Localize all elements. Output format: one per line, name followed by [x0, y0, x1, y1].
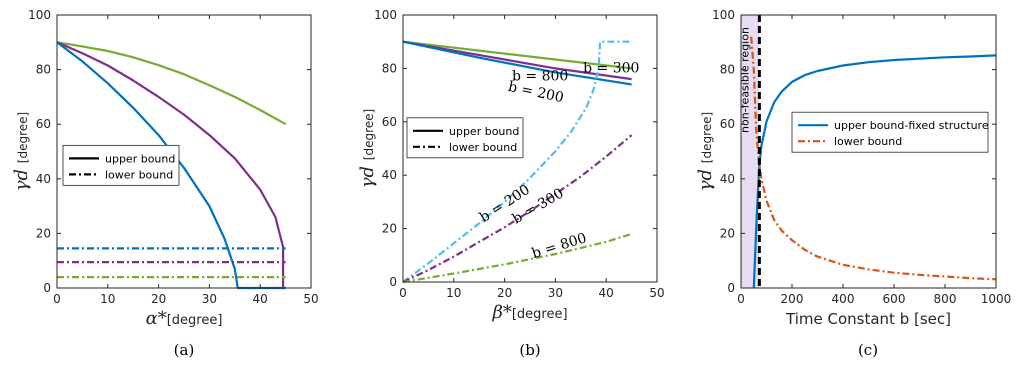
- x-tick-label: 0: [399, 286, 407, 300]
- y-tick-label: 80: [720, 63, 735, 77]
- y-tick-label: 80: [36, 63, 51, 77]
- series-line-6: [402, 232, 632, 284]
- y-tick-label: 20: [382, 222, 397, 236]
- axes-box: [740, 14, 997, 289]
- legend-label: lower bound: [834, 135, 902, 148]
- panel-caption: (a): [174, 341, 195, 359]
- axes-box: [56, 14, 312, 289]
- axes-box: [402, 14, 658, 283]
- series-line-2: [56, 41, 286, 290]
- x-tick-label: 50: [649, 286, 664, 300]
- x-tick-label: 30: [548, 286, 563, 300]
- legend-label: lower bound: [105, 168, 173, 181]
- x-tick-label: 20: [497, 286, 512, 300]
- y-tick-label: 0: [389, 275, 397, 289]
- x-tick-label: 600: [883, 292, 906, 306]
- series-line-1: [56, 41, 287, 126]
- panel-caption: (c): [858, 341, 878, 359]
- series-line-2: [750, 36, 997, 281]
- x-tick-label: 40: [599, 286, 614, 300]
- series-line-1: [752, 54, 997, 289]
- x-axis-symbol: β*: [491, 302, 511, 323]
- legend-label: upper bound: [105, 152, 175, 165]
- legend-label: upper bound-fixed structure: [834, 119, 989, 132]
- legend-label: lower bound: [449, 141, 517, 154]
- x-tick-label: 20: [151, 292, 166, 306]
- x-tick-label: 0: [737, 292, 745, 306]
- series-line-1: [402, 40, 632, 70]
- panel-caption: (b): [519, 341, 540, 359]
- y-axis-symbol: γd: [695, 163, 716, 191]
- y-axis-unit: [degree]: [362, 109, 376, 160]
- x-tick-label: 1000: [981, 292, 1012, 306]
- x-tick-label: 400: [832, 292, 855, 306]
- y-tick-label: 0: [727, 281, 735, 295]
- series-line-3: [402, 40, 632, 86]
- y-tick-label: 40: [36, 172, 51, 186]
- legend-box: [791, 111, 989, 153]
- series-line-4: [402, 40, 632, 283]
- x-tick-label: 800: [934, 292, 957, 306]
- legend: upper bound lower bound: [62, 144, 180, 186]
- curve-annotation: b = 800: [512, 68, 568, 84]
- x-axis-unit: [degree]: [512, 307, 568, 322]
- x-tick-label: 40: [253, 292, 268, 306]
- curve-annotation: b = 800: [530, 230, 589, 262]
- y-tick-label: 60: [382, 115, 397, 129]
- y-tick-label: 40: [720, 172, 735, 186]
- y-tick-label: 40: [382, 168, 397, 182]
- x-axis-label: β*[degree]: [491, 302, 567, 323]
- y-axis-label: γd [degree]: [357, 109, 378, 188]
- y-tick-label: 20: [36, 226, 51, 240]
- y-axis-unit: [degree]: [16, 112, 30, 163]
- y-tick-label: 100: [374, 8, 397, 22]
- x-tick-label: 10: [100, 292, 115, 306]
- y-axis-symbol: γd: [357, 160, 378, 188]
- x-axis-symbol: α*: [146, 308, 167, 329]
- x-axis-label: α*[degree]: [146, 308, 223, 329]
- x-tick-label: 0: [53, 292, 61, 306]
- region-label: non-feasible region: [739, 27, 752, 133]
- x-tick-label: 10: [446, 286, 461, 300]
- x-tick-label: 50: [303, 292, 318, 306]
- x-tick-label: 200: [781, 292, 804, 306]
- y-tick-label: 20: [720, 226, 735, 240]
- y-tick-label: 60: [36, 117, 51, 131]
- series-line-5: [402, 134, 633, 283]
- y-tick-label: 0: [43, 281, 51, 295]
- legend-label: upper bound: [449, 125, 519, 138]
- x-tick-label: 30: [202, 292, 217, 306]
- legend: upper bound-fixed structure lower bound: [791, 111, 989, 153]
- y-axis-label: γd [degree]: [695, 112, 716, 191]
- y-tick-label: 100: [28, 8, 51, 22]
- series-line-2: [402, 40, 632, 81]
- y-tick-label: 60: [720, 117, 735, 131]
- y-axis-label: γd [degree]: [11, 112, 32, 191]
- legend-box: [406, 117, 524, 159]
- y-axis-symbol: γd: [11, 163, 32, 191]
- y-tick-label: 80: [382, 61, 397, 75]
- chart-panel-3: non-feasible region 0 200 400 600 800 1000 0 20 4…: [695, 8, 1011, 359]
- legend: upper bound lower bound: [406, 117, 524, 159]
- legend-box: [62, 144, 180, 186]
- y-axis-unit: [degree]: [700, 112, 714, 163]
- y-tick-label: 100: [712, 8, 735, 22]
- x-axis-label: Time Constant b [sec]: [785, 310, 951, 328]
- curve-annotation: b = 300: [583, 60, 639, 76]
- x-axis-unit: [degree]: [167, 313, 223, 328]
